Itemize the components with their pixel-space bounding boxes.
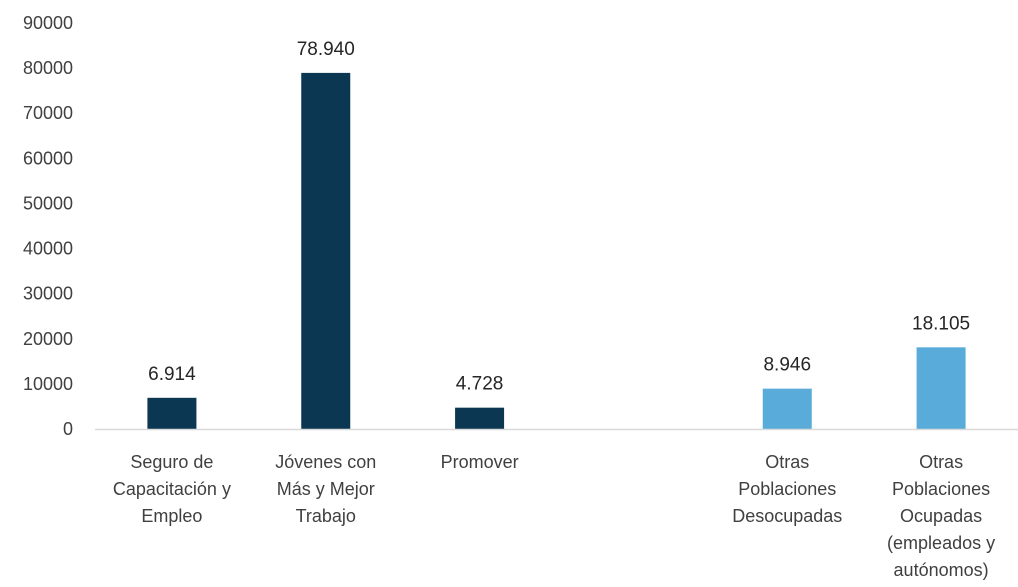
y-tick-label: 80000 bbox=[23, 58, 73, 78]
category-label: Jóvenes con Más y Mejor Trabajo bbox=[275, 452, 376, 526]
y-tick-label: 0 bbox=[63, 419, 73, 439]
y-tick-label: 90000 bbox=[23, 13, 73, 33]
data-labels: 6.914 78.940 4.728 8.946 18.105 bbox=[148, 39, 970, 395]
x-axis: Seguro de Capacitación y Empleo Jóvenes con… bbox=[113, 452, 995, 580]
data-label: 78.940 bbox=[297, 39, 355, 60]
category-label: Promover bbox=[441, 452, 519, 472]
data-label: 4.728 bbox=[456, 374, 504, 395]
data-label: 18.105 bbox=[912, 313, 970, 334]
y-tick-label: 30000 bbox=[23, 284, 73, 304]
y-tick-label: 40000 bbox=[23, 239, 73, 259]
bar bbox=[147, 397, 197, 429]
bar bbox=[301, 72, 351, 430]
y-tick-label: 10000 bbox=[23, 374, 73, 394]
category-label: Seguro de Capacitación y Empleo bbox=[113, 452, 231, 526]
bar bbox=[762, 388, 812, 429]
y-tick-label: 20000 bbox=[23, 329, 73, 349]
bars bbox=[147, 72, 966, 430]
y-tick-label: 50000 bbox=[23, 193, 73, 213]
bar bbox=[455, 407, 505, 429]
category-label: Otras Poblaciones Ocupadas (empleados y autó… bbox=[887, 452, 995, 580]
y-axis: 0 10000 20000 30000 40000 50000 60000 70000 8000… bbox=[23, 13, 73, 439]
data-label: 8.946 bbox=[763, 355, 811, 376]
data-label: 6.914 bbox=[148, 364, 196, 385]
y-tick-label: 70000 bbox=[23, 103, 73, 123]
category-label: Otras Poblaciones Desocupadas bbox=[732, 452, 842, 526]
y-tick-label: 60000 bbox=[23, 148, 73, 168]
bar bbox=[916, 347, 966, 429]
